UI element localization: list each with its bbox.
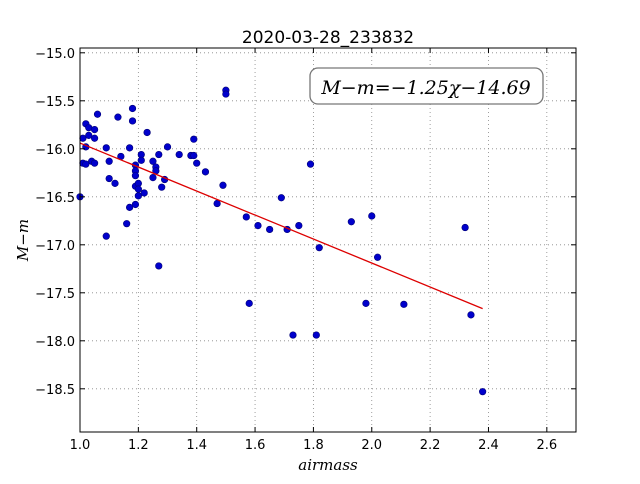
data-point: [242, 213, 250, 221]
data-point: [131, 172, 140, 180]
data-point: [149, 157, 157, 165]
data-point: [105, 157, 113, 165]
data-point: [149, 174, 157, 182]
data-point: [131, 200, 140, 209]
x-tick-label: 1.8: [303, 438, 324, 453]
data-point: [289, 331, 297, 339]
data-point: [213, 199, 221, 208]
data-point: [400, 300, 408, 308]
data-point: [158, 183, 166, 191]
data-point: [163, 143, 172, 151]
annotation-box: [309, 67, 544, 105]
y-tick-label: −15.0: [35, 47, 75, 62]
data-point: [347, 218, 355, 226]
data-point: [201, 168, 210, 176]
data-point: [114, 113, 122, 121]
data-point: [362, 299, 370, 307]
y-tick-label: −16.5: [35, 191, 75, 206]
y-tick-label: −18.0: [35, 335, 75, 350]
data-point: [368, 212, 376, 220]
data-point: [128, 117, 137, 125]
y-tick-label: −17.5: [35, 287, 75, 302]
data-point: [155, 150, 163, 159]
data-point: [467, 311, 475, 319]
data-point: [277, 194, 285, 202]
data-point: [111, 179, 119, 187]
data-point: [479, 388, 487, 396]
data-point: [134, 192, 142, 200]
data-point: [190, 151, 198, 160]
data-point: [93, 110, 102, 118]
plot-frame: [79, 47, 577, 433]
y-tick-label: −16.0: [35, 143, 75, 158]
data-point: [193, 159, 201, 167]
data-point: [374, 253, 382, 261]
data-point: [85, 131, 93, 139]
data-point: [295, 222, 303, 230]
x-tick-label: 1.4: [186, 438, 207, 453]
chart-title: 2020-03-28_233832: [242, 28, 414, 48]
data-point: [219, 181, 227, 189]
plot-area: [80, 48, 576, 432]
data-point: [137, 156, 145, 164]
data-point: [222, 90, 230, 98]
data-point: [102, 144, 110, 152]
data-point: [128, 104, 137, 113]
data-point: [126, 144, 134, 152]
data-point: [123, 220, 131, 228]
x-tick-label: 1.0: [70, 438, 91, 453]
x-tick-label: 2.6: [536, 438, 557, 453]
data-point: [266, 225, 274, 234]
data-point: [134, 185, 142, 193]
x-tick-label: 1.6: [245, 438, 266, 453]
data-point: [461, 223, 469, 232]
y-tick-label: −15.5: [35, 95, 75, 110]
x-tick-label: 2.2: [420, 438, 441, 453]
data-point: [143, 128, 151, 137]
data-point: [175, 150, 183, 159]
x-tick-label: 2.4: [478, 438, 499, 453]
x-tick-label: 2.0: [361, 438, 382, 453]
data-point: [105, 174, 113, 183]
fit-line-group: [79, 142, 483, 310]
data-points: [76, 86, 487, 396]
data-point: [90, 159, 99, 167]
annotation-group: M−m=−1.25χ−14.69: [309, 67, 544, 105]
x-tick-label: 1.2: [128, 438, 149, 453]
data-point: [155, 262, 163, 270]
fit-line: [79, 142, 483, 310]
data-point: [245, 299, 253, 307]
x-axis-label: airmass: [298, 456, 358, 474]
data-point: [190, 135, 198, 143]
data-point: [102, 232, 110, 240]
data-point: [90, 134, 99, 142]
data-point: [315, 244, 323, 252]
fit-equation-label: M−m=−1.25χ−14.69: [320, 77, 530, 99]
data-point: [82, 160, 90, 168]
data-point: [312, 331, 320, 339]
y-tick-label: −18.5: [35, 383, 75, 398]
data-point: [306, 160, 315, 168]
axis-ticks: 1.0 1.2 1.4 1.6 1.8 2.0 2.2 2.4 2.6 −15.0 −15.5 −16…: [35, 47, 576, 453]
data-point: [126, 203, 134, 211]
data-point: [140, 189, 148, 197]
y-tick-label: −17.0: [35, 239, 75, 254]
data-point: [90, 126, 99, 134]
data-point: [254, 222, 262, 230]
y-axis-label: M−m: [14, 219, 32, 262]
